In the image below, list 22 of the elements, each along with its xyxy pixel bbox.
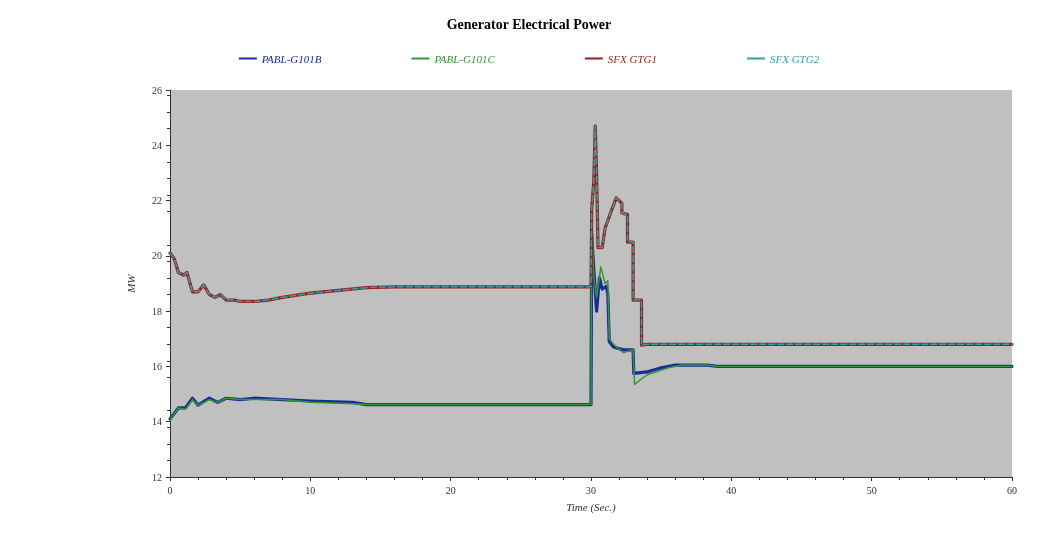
x-tick-label: 50 <box>866 484 877 496</box>
x-tick-label: 10 <box>305 484 316 496</box>
legend-label: SFX GTG2 <box>769 52 820 65</box>
y-tick-label: 22 <box>152 195 162 207</box>
x-axis-title: Time (Sec.) <box>566 500 617 514</box>
y-tick-label: 16 <box>152 360 162 372</box>
x-tick-label: 60 <box>1007 484 1017 496</box>
legend-label: PABL-G101B <box>260 52 322 65</box>
x-tick-label: 20 <box>445 484 456 496</box>
y-axis-title: MW <box>124 273 137 294</box>
y-tick-label: 20 <box>152 250 162 262</box>
y-tick-label: 24 <box>152 139 162 151</box>
y-tick-label: 26 <box>152 84 162 96</box>
x-tick-label: 0 <box>167 484 173 496</box>
y-tick-label: 18 <box>152 305 162 317</box>
legend-label: PABL-G101C <box>433 52 496 65</box>
y-tick-label: 14 <box>152 416 162 428</box>
x-tick-label: 30 <box>586 484 596 496</box>
x-tick-label: 40 <box>726 484 737 496</box>
legend-label: SFX GTG1 <box>607 52 657 65</box>
chart-title: Generator Electrical Power <box>446 16 612 32</box>
y-tick-label: 12 <box>152 471 162 483</box>
